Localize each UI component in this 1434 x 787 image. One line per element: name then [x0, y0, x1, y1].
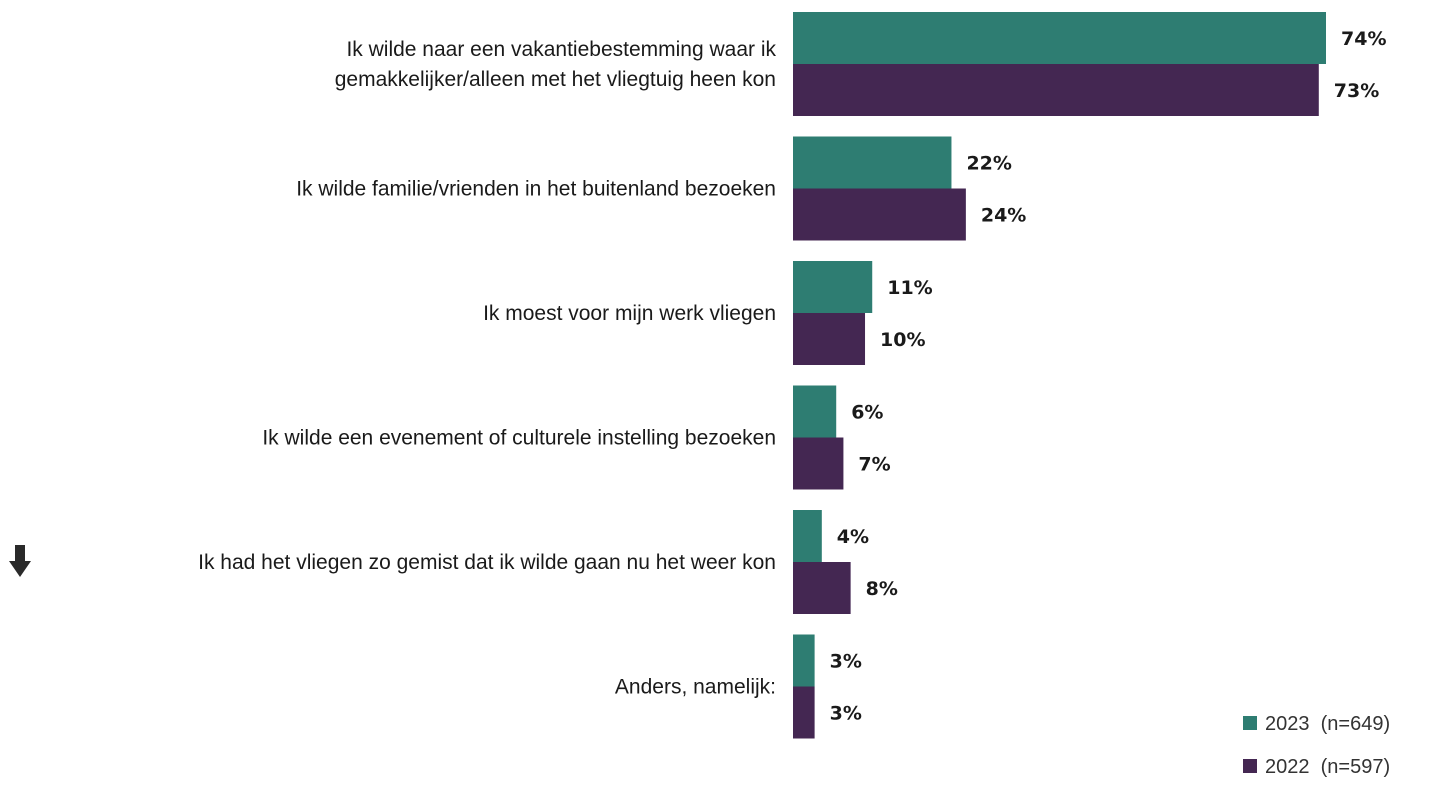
- legend-swatch-2022: [1243, 759, 1257, 773]
- value-label-2022-6: 3%: [830, 703, 862, 725]
- bars-layer: [793, 12, 1326, 739]
- value-label-2023-5: 4%: [837, 526, 869, 548]
- bar-2023-5: [793, 510, 822, 562]
- bar-2023-1: [793, 12, 1326, 64]
- value-label-2023-1: 74%: [1341, 28, 1386, 50]
- value-label-2022-1: 73%: [1334, 80, 1379, 102]
- category-label-3: Ik moest voor mijn werk vliegen: [483, 302, 776, 325]
- value-label-2022-4: 7%: [858, 454, 890, 476]
- category-label-1: Ik wilde naar een vakantiebestemming waa…: [335, 38, 777, 91]
- arrow-down-icon: [9, 545, 31, 577]
- value-label-2022-3: 10%: [880, 329, 925, 351]
- value-label-2023-2: 22%: [966, 153, 1011, 175]
- legend-swatch-2023: [1243, 716, 1257, 730]
- legend: 2023 (n=649) 2022 (n=597): [1243, 713, 1390, 778]
- bar-2023-6: [793, 634, 815, 687]
- legend-label-2023: 2023 (n=649): [1265, 713, 1390, 735]
- value-label-2022-2: 24%: [981, 205, 1026, 227]
- bar-2023-3: [793, 261, 873, 313]
- value-label-2022-5: 8%: [866, 578, 898, 600]
- category-labels: Ik wilde naar een vakantiebestemming waa…: [9, 38, 776, 699]
- bar-2022-5: [793, 562, 851, 614]
- bar-2022-6: [793, 686, 815, 739]
- bar-2023-4: [793, 385, 837, 438]
- bar-2023-2: [793, 136, 952, 189]
- category-label-6: Anders, namelijk:: [615, 676, 776, 699]
- value-label-2023-4: 6%: [851, 402, 883, 424]
- category-label-4: Ik wilde een evenement of culturele inst…: [262, 427, 776, 450]
- category-label-5: Ik had het vliegen zo gemist dat ik wild…: [198, 551, 776, 574]
- bar-2022-2: [793, 188, 966, 241]
- bar-2022-3: [793, 313, 866, 365]
- bar-2022-4: [793, 437, 844, 490]
- value-labels: 74% 73% 22% 24% 11% 10% 6% 7% 4% 8% 3% 3%: [830, 28, 1387, 725]
- legend-label-2022: 2022 (n=597): [1265, 756, 1390, 778]
- value-label-2023-6: 3%: [830, 651, 862, 673]
- category-label-2: Ik wilde familie/vrienden in het buitenl…: [296, 178, 776, 201]
- value-label-2023-3: 11%: [887, 277, 932, 299]
- bar-2022-1: [793, 64, 1319, 116]
